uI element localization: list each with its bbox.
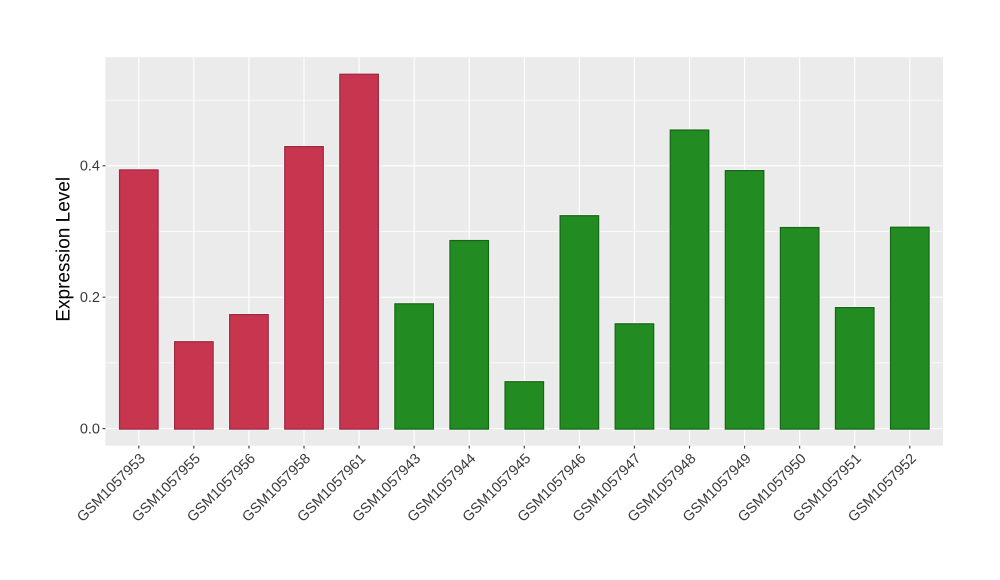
svg-text:Expression Level: Expression Level (54, 177, 75, 322)
svg-text:0.4: 0.4 (80, 159, 100, 175)
svg-text:0.2: 0.2 (80, 290, 100, 306)
svg-text:0.0: 0.0 (80, 422, 100, 438)
